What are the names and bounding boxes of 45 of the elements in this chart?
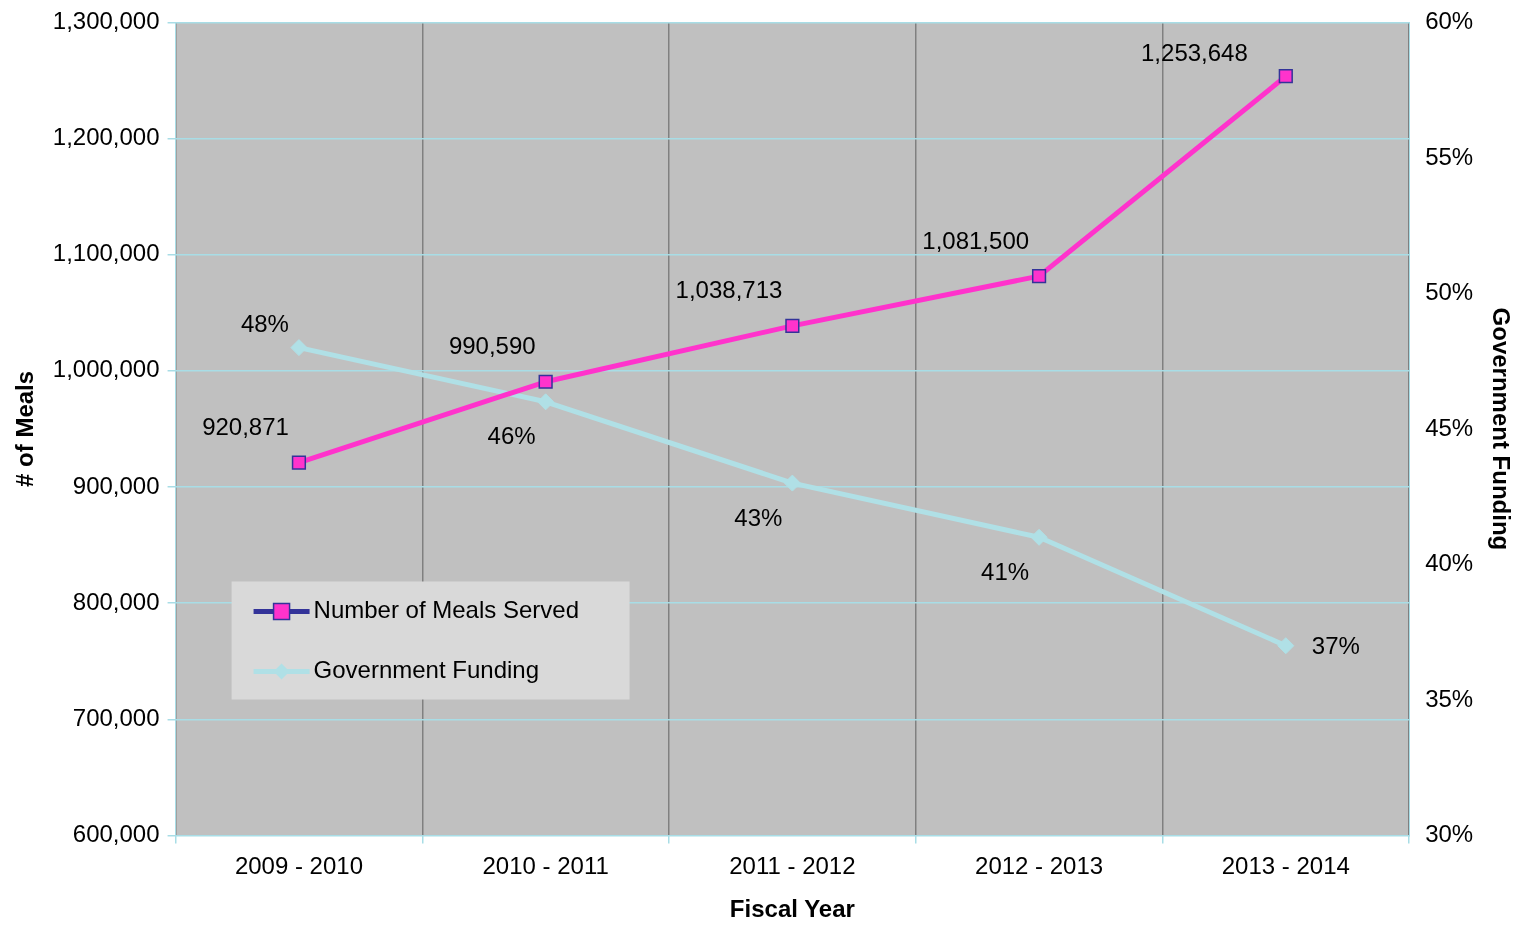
data-label: 37% bbox=[1311, 632, 1360, 660]
data-label: 1,253,648 bbox=[1141, 38, 1248, 66]
data-label: 43% bbox=[734, 503, 783, 531]
point bbox=[785, 318, 800, 333]
y2-tick-label: 40% bbox=[1425, 549, 1474, 577]
point bbox=[1278, 69, 1293, 84]
x-axis-title: Fiscal Year bbox=[729, 895, 855, 923]
legend-label: Government Funding bbox=[313, 656, 540, 684]
y2-tick-label: 60% bbox=[1425, 7, 1474, 35]
x-tick-label: 2012 - 2013 bbox=[975, 852, 1104, 880]
x-tick-label: 2010 - 2011 bbox=[482, 852, 609, 880]
point bbox=[1277, 637, 1295, 655]
data-label: 990,590 bbox=[448, 332, 536, 360]
y2-axis-title: Government Funding bbox=[1487, 307, 1515, 551]
point bbox=[537, 393, 555, 411]
y-tick-label: 700,000 bbox=[72, 703, 160, 731]
data-label: 920,871 bbox=[202, 413, 289, 441]
data-label: 46% bbox=[487, 422, 536, 450]
legend-label: Number of Meals Served bbox=[313, 596, 580, 624]
data-label: 1,081,500 bbox=[922, 226, 1030, 254]
y-tick-label: 1,000,000 bbox=[52, 355, 160, 383]
y-tick-label: 1,100,000 bbox=[52, 239, 160, 267]
y-tick-label: 1,300,000 bbox=[52, 7, 160, 35]
data-label: 1,038,713 bbox=[675, 276, 783, 304]
data-label: 48% bbox=[240, 310, 289, 338]
y-tick-label: 600,000 bbox=[72, 820, 160, 848]
y-tick-label: 800,000 bbox=[72, 587, 160, 615]
x-tick-label: 2011 - 2012 bbox=[729, 852, 856, 880]
point bbox=[1031, 269, 1047, 284]
y2-tick-label: 50% bbox=[1425, 278, 1474, 306]
data-label: 41% bbox=[981, 557, 1030, 585]
point bbox=[783, 474, 801, 492]
point bbox=[290, 339, 308, 357]
y2-tick-label: 55% bbox=[1425, 142, 1474, 170]
x-tick-label: 2013 - 2014 bbox=[1221, 852, 1350, 880]
point bbox=[1030, 528, 1048, 546]
y-tick-label: 1,200,000 bbox=[52, 123, 160, 151]
y2-tick-label: 35% bbox=[1425, 684, 1474, 712]
point bbox=[538, 374, 553, 389]
y-axis-title: # of Meals bbox=[11, 370, 39, 487]
y2-tick-label: 30% bbox=[1425, 820, 1474, 848]
y-tick-label: 900,000 bbox=[72, 471, 160, 499]
x-tick-label: 2009 - 2010 bbox=[234, 852, 363, 880]
point bbox=[291, 455, 307, 470]
y2-tick-label: 45% bbox=[1425, 413, 1474, 441]
